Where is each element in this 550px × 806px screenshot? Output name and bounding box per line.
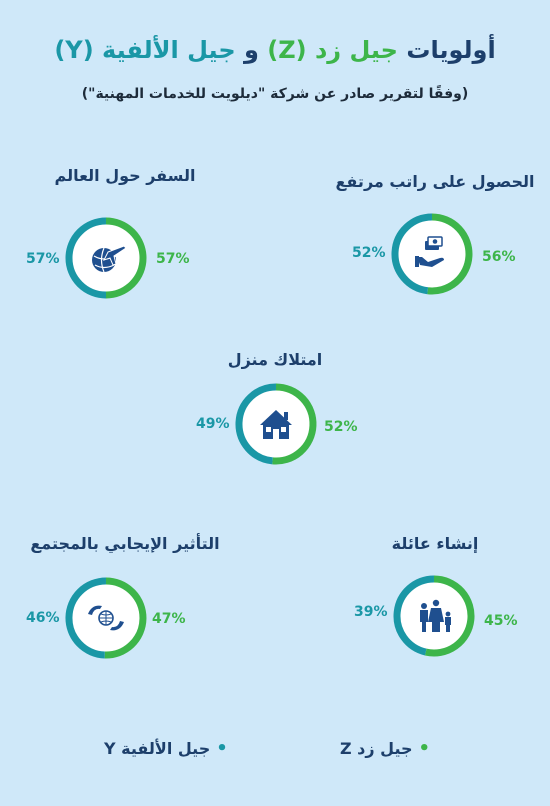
arc-genz-travel <box>105 217 147 299</box>
house-icon <box>260 410 292 439</box>
pct-millennials-house: 49% <box>196 416 230 432</box>
page-title: أولويات جيل زد (Z) و جيل الألفية (Y) <box>0 36 550 64</box>
legend-genz: • جيل زد Z <box>340 738 430 759</box>
arc-genz-salary <box>427 213 473 295</box>
arc-millennials-travel <box>65 217 107 299</box>
label-house: امتلاك منزل <box>227 350 323 369</box>
donut-salary <box>391 213 473 295</box>
pct-millennials-community: 46% <box>26 610 60 626</box>
label-travel: السفر حول العالم <box>54 166 196 185</box>
title-millennials: جيل الألفية (Y) <box>54 36 236 64</box>
pct-genz-community: 47% <box>152 611 186 627</box>
pct-genz-travel: 57% <box>156 251 190 267</box>
arc-genz-house <box>272 383 317 465</box>
donut-community <box>65 577 147 659</box>
label-community: التأثير الإيجابي بالمجتمع <box>30 534 220 553</box>
subtitle: (وفقًا لتقرير صادر عن شركة "ديلويت للخدم… <box>81 86 469 102</box>
donut-house <box>235 383 317 465</box>
pct-millennials-travel: 57% <box>26 251 60 267</box>
pct-genz-salary: 56% <box>482 249 516 265</box>
arc-millennials-family <box>393 575 435 656</box>
arc-millennials-salary <box>391 213 433 295</box>
family-icon <box>420 599 451 632</box>
title-genz: جيل زد (Z) <box>267 36 398 64</box>
arc-millennials-community <box>65 577 107 659</box>
donut-travel <box>65 217 147 299</box>
legend-dot-millennials: • <box>216 738 228 759</box>
pct-millennials-salary: 52% <box>352 245 386 261</box>
legend-genz-label: جيل زد Z <box>340 739 413 758</box>
community-icon <box>88 605 124 631</box>
arc-millennials-house <box>235 383 277 465</box>
title-part1: أولويات <box>406 36 496 64</box>
pct-genz-family: 45% <box>484 613 518 629</box>
title-and: و <box>243 36 259 64</box>
travel-icon <box>92 245 127 273</box>
arc-genz-family <box>424 575 475 657</box>
legend-millennials: • جيل الألفية Y <box>104 738 228 759</box>
legend-dot-genz: • <box>418 738 431 759</box>
pct-millennials-family: 39% <box>354 604 388 620</box>
pct-genz-house: 52% <box>324 419 358 435</box>
label-salary: الحصول على راتب مرتفع <box>335 172 535 191</box>
label-family: إنشاء عائلة <box>391 534 479 553</box>
legend-millennials-label: جيل الألفية Y <box>104 739 211 758</box>
arc-genz-community <box>104 577 147 659</box>
donut-family <box>393 575 475 657</box>
salary-icon <box>415 236 444 267</box>
